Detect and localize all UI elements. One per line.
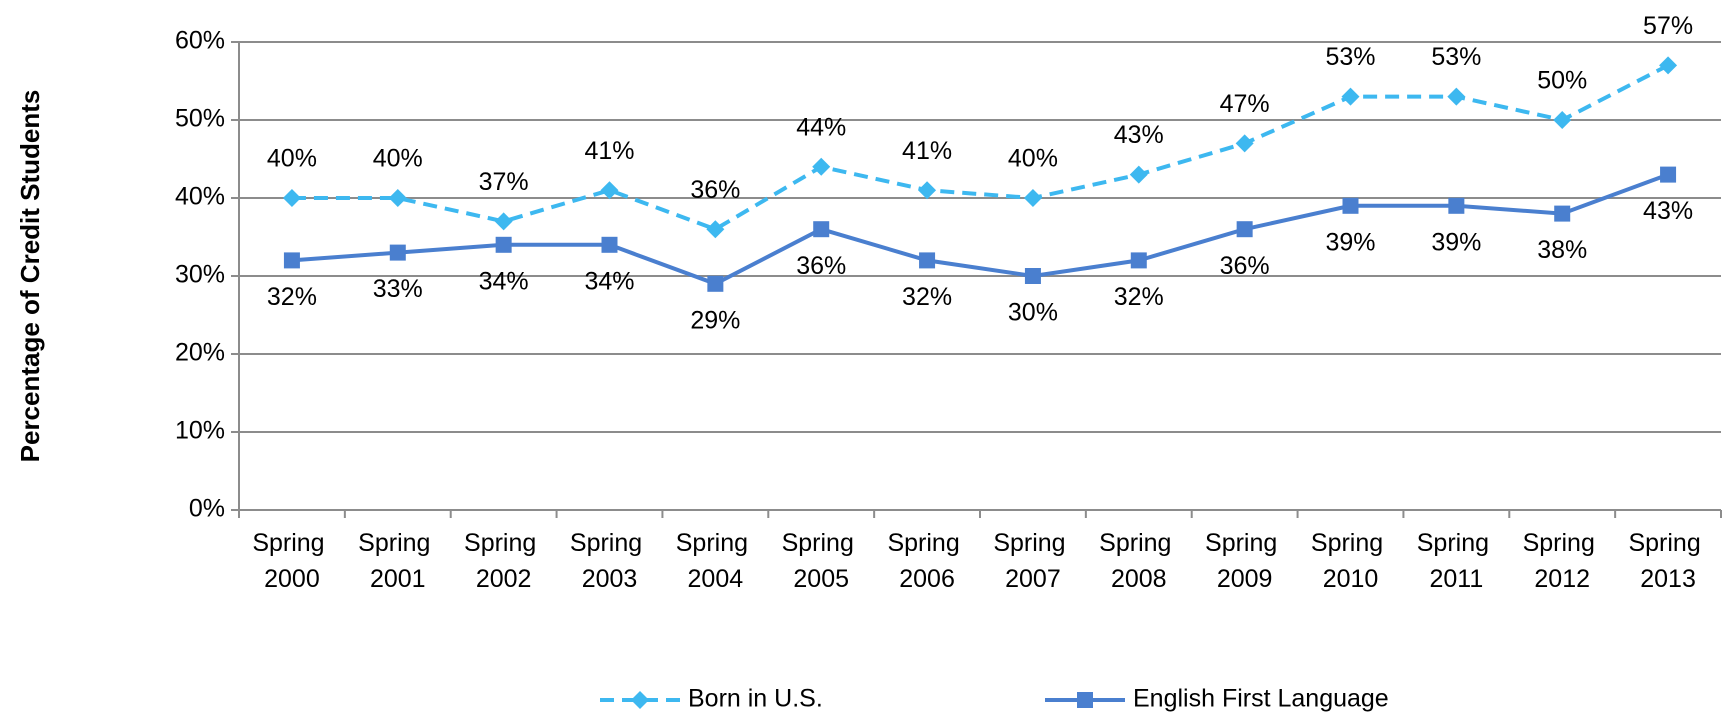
data-label: 36% [1220,252,1270,280]
point [1553,111,1572,129]
data-label: 33% [373,275,423,303]
y-tick-label: 50% [175,105,225,133]
data-label: 36% [690,176,740,204]
point [1129,165,1148,184]
point [1554,205,1571,222]
point [1342,197,1359,214]
data-label: 34% [584,267,634,295]
x-tick-label: Spring 2003 [570,529,649,593]
x-tick-label: Spring 2006 [887,529,966,593]
point [494,212,513,231]
series-line [291,172,1669,286]
data-label: 53% [1325,43,1375,71]
point [1660,166,1677,183]
data-label: 32% [1114,283,1164,311]
series-line [291,63,1669,232]
point [707,275,724,292]
point [601,236,618,253]
point [495,236,512,253]
point [1235,134,1254,153]
point [282,189,301,207]
data-label: 37% [479,168,529,196]
data-label: 47% [1220,90,1270,118]
y-tick-label: 10% [175,417,225,445]
point [706,220,725,239]
data-label: 40% [373,145,423,173]
data-label: 43% [1643,197,1693,225]
data-label: 50% [1537,67,1587,95]
point [1130,252,1147,269]
data-label: 38% [1537,236,1587,264]
point [1236,221,1253,238]
y-tick-label: 60% [175,27,225,55]
data-label: 43% [1114,121,1164,149]
x-tick-label: Spring 2005 [782,529,861,593]
y-axis-label: Percentage of Credit Students [15,90,45,463]
x-tick-label: Spring 2000 [252,529,331,593]
x-tick-label: Spring 2004 [676,529,755,593]
x-tick-label: Spring 2013 [1628,529,1707,593]
data-label: 32% [267,283,317,311]
x-tick-label: Spring 2008 [1099,529,1178,593]
point [812,157,831,176]
data-label: 29% [690,306,740,334]
data-label: 57% [1643,12,1693,40]
x-tick-label: Spring 2012 [1523,529,1602,593]
data-label: 41% [902,137,952,165]
data-label: 36% [796,252,846,280]
point [1024,268,1041,284]
legend-marker [631,691,649,709]
point [919,252,936,269]
data-label: 41% [584,137,634,165]
point [1659,56,1678,75]
data-label: 39% [1431,228,1481,256]
data-label: 34% [479,267,529,295]
y-tick-label: 40% [175,183,225,211]
x-tick-label: Spring 2002 [464,529,543,593]
data-label: 40% [267,145,317,173]
x-tick-label: Spring 2009 [1205,529,1284,593]
y-tick-label: 0% [189,495,225,523]
point [1447,87,1466,106]
x-tick-label: Spring 2001 [358,529,437,593]
legend-label: English First Language [1133,685,1389,713]
y-tick-label: 30% [175,261,225,289]
legend-marker [1077,692,1093,708]
data-label: 32% [902,283,952,311]
point [389,244,406,261]
point [1448,197,1465,214]
data-label: 44% [796,113,846,141]
point [813,221,830,238]
point [918,181,937,200]
data-label: 53% [1431,43,1481,71]
data-label: 40% [1008,145,1058,173]
point [388,189,407,207]
legend-label: Born in U.S. [688,685,823,713]
point [1023,189,1042,207]
data-label: 39% [1325,228,1375,256]
point [600,181,619,200]
point [283,252,300,269]
data-label: 30% [1008,299,1058,327]
x-tick-label: Spring 2007 [993,529,1072,593]
x-tick-label: Spring 2011 [1417,529,1496,593]
point [1341,87,1360,106]
y-tick-label: 20% [175,339,225,367]
x-tick-label: Spring 2010 [1311,529,1390,593]
